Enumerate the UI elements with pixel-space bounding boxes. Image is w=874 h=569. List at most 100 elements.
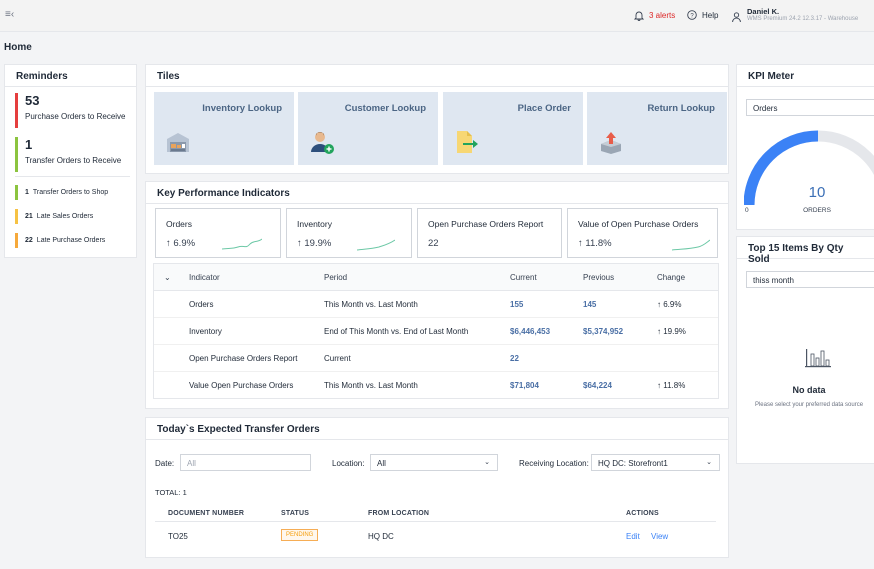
bar-chart-icon [805, 349, 831, 368]
kpi-card-title: Open Purchase Orders Report [428, 219, 544, 229]
column-header-document: DOCUMENT NUMBER [168, 510, 245, 517]
kpi-table-header: ⌄ Indicator Period Current Previous Chan… [154, 264, 718, 291]
box-return-icon [601, 132, 621, 154]
kpi-meter-select[interactable]: Orders [746, 99, 874, 116]
arrow-up-icon: ↑ [657, 300, 664, 309]
reminder-count: 1 [25, 137, 33, 152]
location-value: All [377, 459, 386, 468]
table-row[interactable]: TO25 PENDING HQ DC Edit View [155, 524, 716, 548]
arrow-up-icon: ↑ [578, 238, 586, 249]
kpi-card-value: 6.9% [173, 238, 196, 249]
alerts-button[interactable]: 3 alerts [634, 10, 675, 21]
kpi-card-inventory[interactable]: Inventory ↑ 19.9% [286, 208, 412, 258]
cell-previous: $64,224 [583, 381, 612, 390]
page-title: Home [4, 42, 32, 53]
user-name: Daniel K. [747, 7, 780, 16]
reminder-label: Transfer Orders to Receive [25, 156, 122, 165]
table-row[interactable]: Orders This Month vs. Last Month 155 145… [154, 291, 718, 318]
reminder-purchase-orders[interactable]: 53 Purchase Orders to Receive [15, 93, 135, 128]
column-header-from-location: FROM LOCATION [368, 510, 430, 517]
table-row[interactable]: Inventory End of This Month vs. End of L… [154, 318, 718, 345]
cell-current: 22 [510, 354, 519, 363]
kpi-card-title: Value of Open Purchase Orders [578, 219, 699, 229]
sparkline-chart [357, 239, 395, 251]
transfer-orders-title: Today`s Expected Transfer Orders [146, 418, 728, 440]
column-header-indicator: Indicator [189, 273, 220, 282]
kpi-card-value-open-po[interactable]: Value of Open Purchase Orders ↑ 11.8% [567, 208, 718, 258]
column-header-actions: ACTIONS [626, 510, 659, 517]
location-select[interactable]: All ⌄ [370, 454, 498, 471]
user-menu[interactable]: Daniel K. WMS Premium 24.2 12.3.17 - War… [732, 7, 858, 23]
tile-return-lookup[interactable]: Return Lookup [587, 92, 727, 165]
date-label: Date: [155, 459, 175, 468]
reminder-late-purchase[interactable]: 22 Late Purchase Orders [15, 233, 105, 248]
kpi-meter-title: KPI Meter [737, 65, 874, 87]
cell-change: ↑ 19.9% [657, 327, 686, 336]
kpi-card-value: 22 [428, 238, 439, 249]
top-items-period-select[interactable]: thiss month [746, 271, 874, 288]
cell-indicator: Orders [189, 300, 214, 309]
receiving-location-select[interactable]: HQ DC: Storefront1 ⌄ [591, 454, 720, 471]
cell-period: This Month vs. Last Month [324, 381, 418, 390]
transfer-table-header: DOCUMENT NUMBER STATUS FROM LOCATION ACT… [155, 506, 716, 522]
no-data-title: No data [792, 385, 826, 395]
kpi-table: ⌄ Indicator Period Current Previous Chan… [153, 263, 719, 399]
reminder-label: Purchase Orders to Receive [25, 112, 126, 121]
view-link[interactable]: View [651, 532, 669, 541]
cell-indicator: Open Purchase Orders Report [189, 354, 298, 363]
gauge-min: 0 [745, 207, 749, 214]
reminder-label: Late Purchase Orders [36, 237, 106, 244]
cell-current: $6,446,453 [510, 327, 551, 336]
edit-link[interactable]: Edit [626, 532, 640, 541]
collapse-chevron-icon[interactable]: ⌄ [164, 273, 171, 282]
kpi-card-change: ↑ 6.9% [166, 238, 195, 249]
tile-customer-lookup[interactable]: Customer Lookup [298, 92, 438, 165]
cell-from-location: HQ DC [368, 532, 394, 541]
column-header-change: Change [657, 273, 686, 282]
cell-change: ↑ 11.8% [657, 381, 685, 390]
tiles-title: Tiles [146, 65, 728, 87]
kpi-card-open-po[interactable]: Open Purchase Orders Report 22 [417, 208, 562, 258]
reminder-count: 21 [25, 213, 33, 220]
reminders-panel: Reminders 53 Purchase Orders to Receive … [4, 64, 137, 258]
kpi-card-title: Orders [166, 219, 192, 229]
reminder-late-sales[interactable]: 21 Late Sales Orders [15, 209, 93, 224]
reminders-title: Reminders [5, 65, 136, 87]
chevron-down-icon: ⌄ [484, 459, 490, 466]
cell-indicator: Value Open Purchase Orders [189, 381, 294, 390]
kpi-card-orders[interactable]: Orders ↑ 6.9% [155, 208, 281, 258]
gauge-fill [744, 130, 819, 206]
reminder-transfer-orders[interactable]: 1 Transfer Orders to Receive [15, 137, 135, 172]
cell-period: Current [324, 354, 351, 363]
gauge-unit: ORDERS [803, 207, 831, 214]
date-input[interactable]: All [180, 454, 311, 471]
table-row[interactable]: Open Purchase Orders Report Current 22 [154, 345, 718, 372]
tile-place-order[interactable]: Place Order [443, 92, 583, 165]
tile-inventory-lookup[interactable]: Inventory Lookup [154, 92, 294, 165]
kpi-card-title: Inventory [297, 219, 332, 229]
alerts-label: 3 alerts [649, 11, 676, 20]
top-items-title: Top 15 Items By Qty Sold [737, 237, 874, 265]
chevron-down-icon: ⌄ [706, 459, 712, 466]
reminder-count: 1 [25, 189, 29, 196]
reminders-divider [15, 176, 130, 177]
kpi-card-value: 11.8% [585, 238, 612, 249]
kpi-card-value: 19.9% [304, 238, 332, 249]
help-label: Help [702, 10, 719, 20]
reminder-count: 53 [25, 93, 40, 108]
transfer-orders-panel: Today`s Expected Transfer Orders [145, 417, 729, 558]
tile-label: Place Order [517, 103, 571, 114]
menu-collapse-icon[interactable]: ≡‹ [5, 9, 15, 20]
tile-label: Inventory Lookup [202, 103, 282, 114]
svg-text:?: ? [690, 13, 694, 19]
user-subtitle: WMS Premium 24.2 12.3.17 - Warehouse [747, 16, 859, 22]
reminder-label: Late Sales Orders [36, 213, 94, 220]
help-button[interactable]: ? Help [687, 10, 718, 20]
table-row[interactable]: Value Open Purchase Orders This Month vs… [154, 372, 718, 399]
bell-icon [634, 11, 644, 21]
reminder-transfer-shop[interactable]: 1 Transfer Orders to Shop [15, 185, 108, 200]
warehouse-icon [167, 133, 189, 152]
document-arrow-icon [457, 131, 478, 153]
kpi-card-change: ↑ 11.8% [578, 238, 612, 249]
cell-change: ↑ 6.9% [657, 300, 681, 309]
